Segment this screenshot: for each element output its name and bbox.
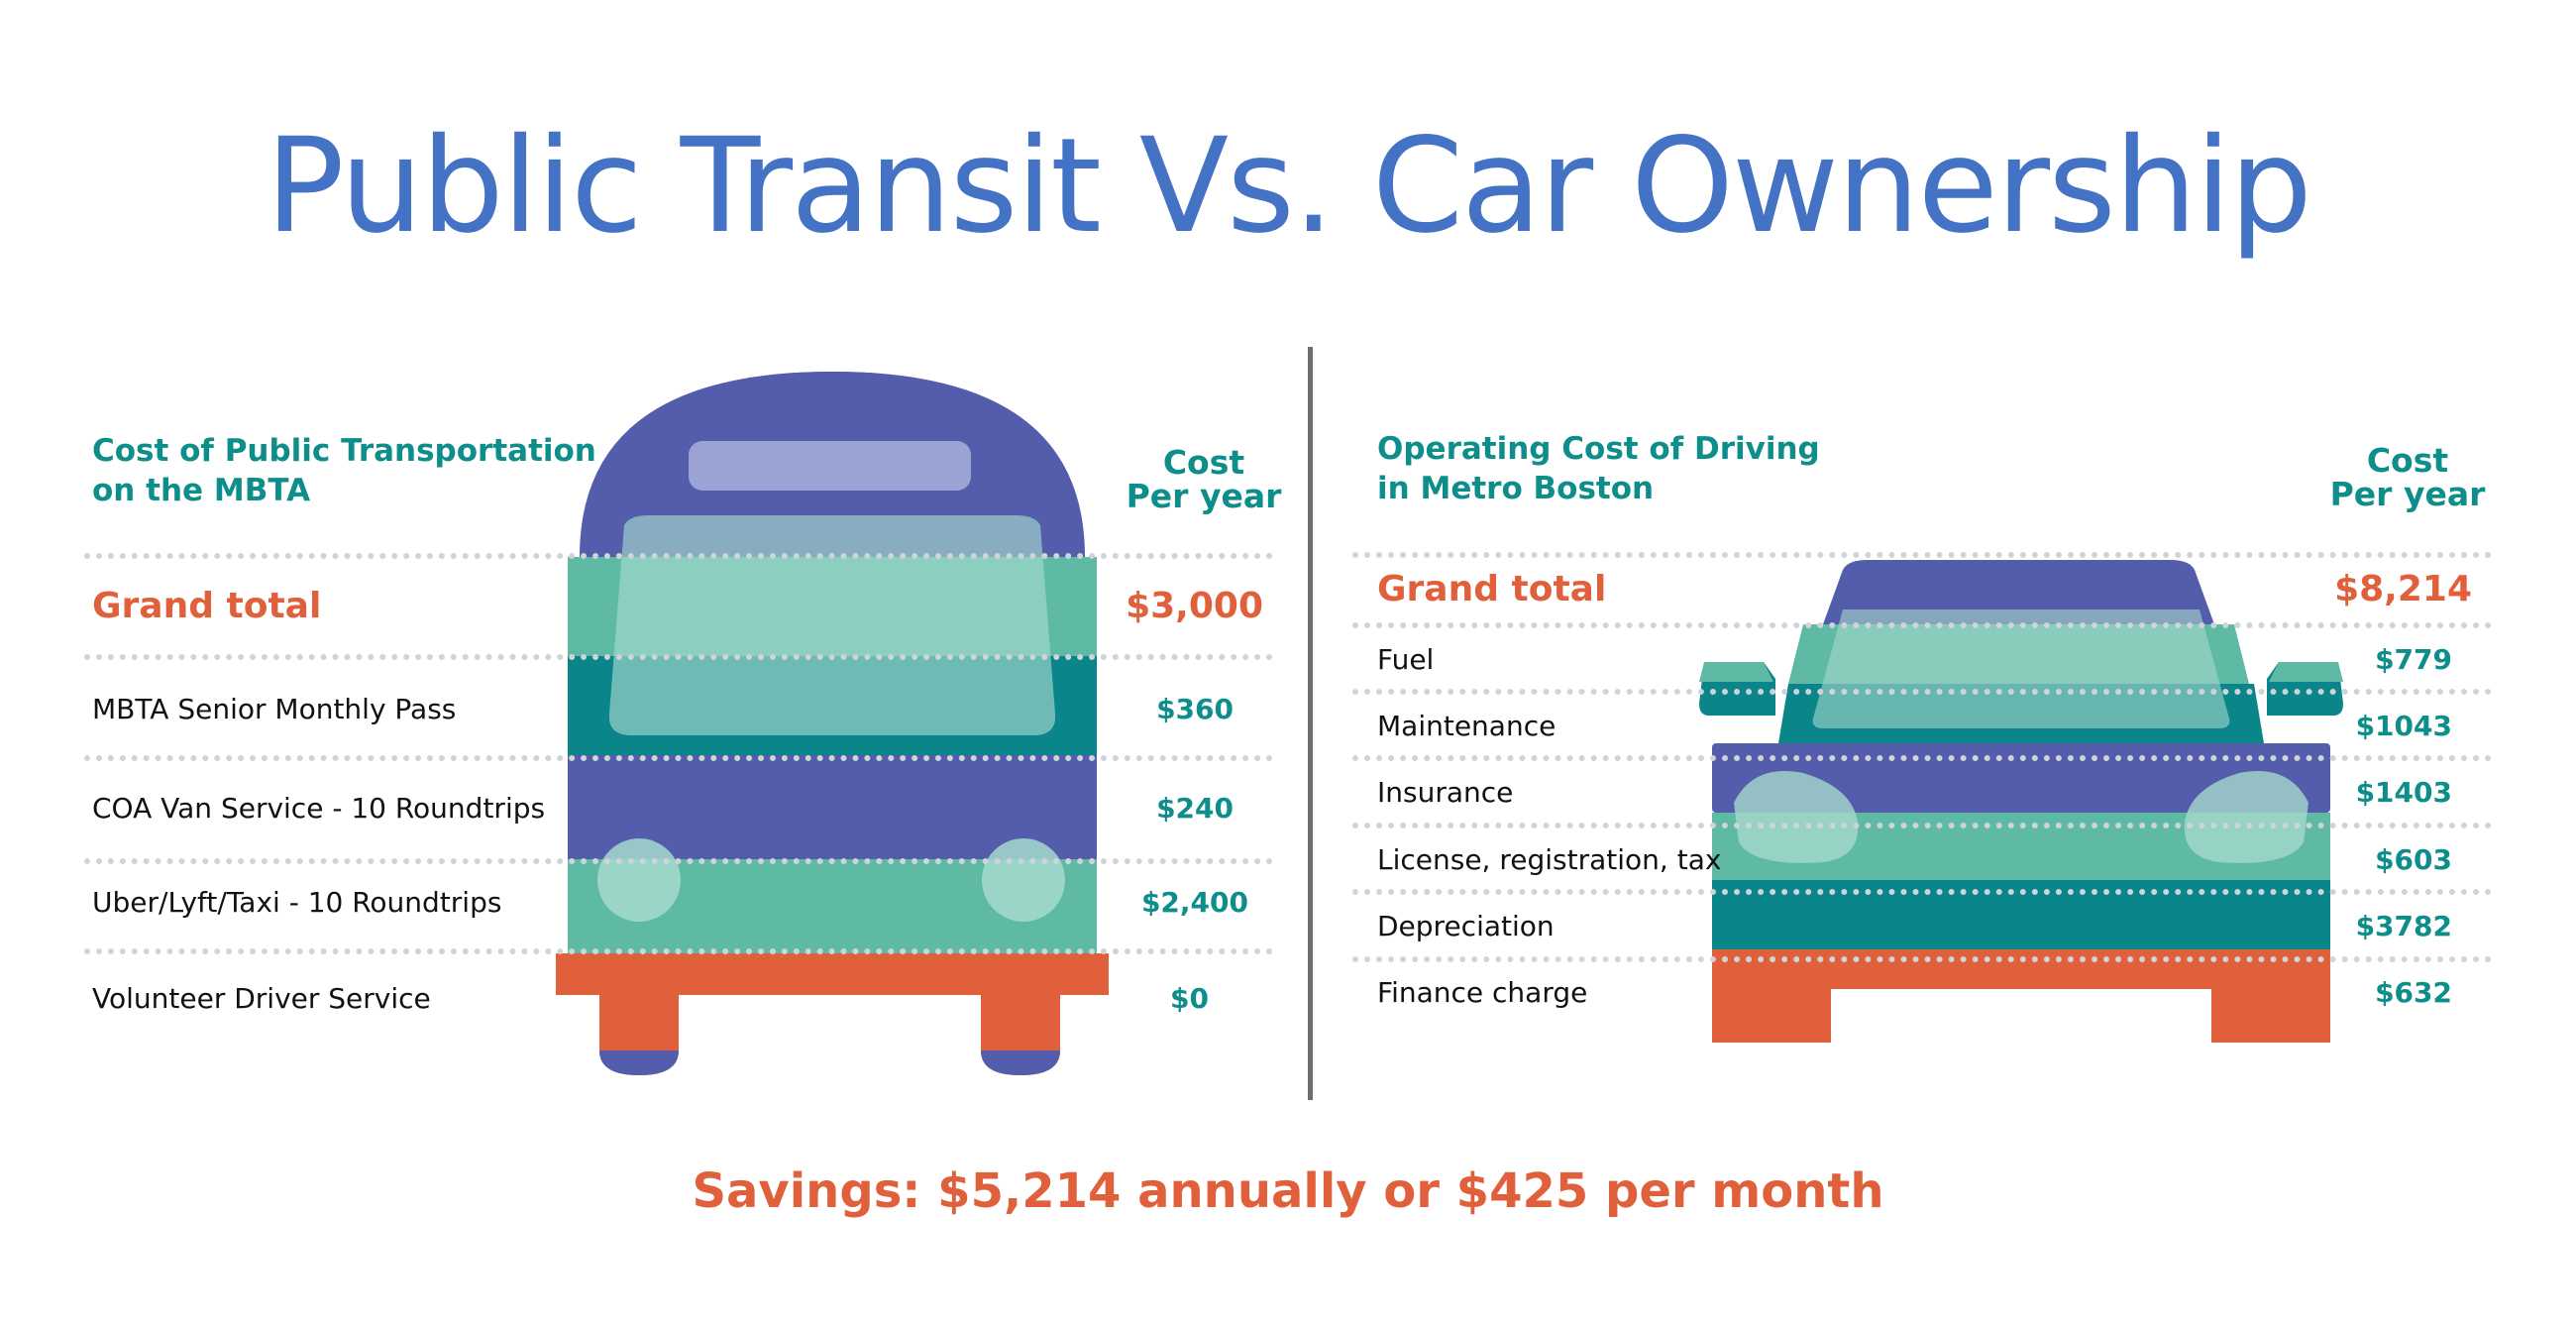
divider-dots	[84, 755, 1273, 761]
driving-row-value: $603	[2375, 843, 2452, 876]
driving-row-label: Finance charge	[1377, 976, 1588, 1009]
driving-col-head-line2: Per year	[2329, 475, 2486, 513]
divider-dots	[1352, 823, 2492, 829]
divider-dots	[1352, 889, 2492, 895]
transit-row-value: $240	[1156, 792, 1234, 825]
driving-row-label: Depreciation	[1377, 910, 1555, 942]
driving-row-label: Insurance	[1377, 776, 1514, 809]
divider-dots	[84, 948, 1273, 954]
transit-row-label: COA Van Service - 10 Roundtrips	[92, 792, 546, 825]
transit-heading-line1: Cost of Public Transportation	[92, 433, 596, 469]
center-divider	[1308, 347, 1313, 1100]
transit-row-label: Volunteer Driver Service	[92, 982, 431, 1015]
driving-column-header: Cost Per year	[2313, 444, 2502, 511]
transit-heading: Cost of Public Transportation on the MBT…	[92, 431, 596, 510]
driving-heading-line2: in Metro Boston	[1377, 471, 1655, 506]
divider-dots	[1352, 689, 2492, 695]
divider-dots	[1352, 755, 2492, 761]
transit-row-label: MBTA Senior Monthly Pass	[92, 693, 457, 725]
divider-dots	[84, 553, 1273, 559]
divider-dots	[84, 654, 1273, 660]
transit-row-value: $2,400	[1140, 886, 1248, 919]
divider-dots	[1352, 622, 2492, 628]
driving-col-head-line1: Cost	[2366, 441, 2449, 480]
transit-col-head-line2: Per year	[1126, 477, 1282, 515]
driving-row-value: $1043	[2355, 710, 2452, 742]
page-title: Public Transit Vs. Car Ownership	[266, 110, 2312, 263]
divider-dots	[1352, 552, 2492, 558]
transit-row-value: $0	[1170, 982, 1209, 1015]
transit-col-head-line1: Cost	[1162, 443, 1245, 482]
driving-row-label: Maintenance	[1377, 710, 1556, 742]
driving-heading-line1: Operating Cost of Driving	[1377, 431, 1820, 467]
driving-row-value: $3782	[2355, 910, 2452, 942]
savings-annotation: Savings: $5,214 annually or $425 per mon…	[692, 1163, 1884, 1219]
driving-row-label: License, registration, tax	[1377, 843, 1722, 876]
driving-row-value: $779	[2375, 643, 2452, 676]
divider-dots	[84, 858, 1273, 864]
driving-row-value: $1403	[2355, 776, 2452, 809]
transit-row-label: Uber/Lyft/Taxi - 10 Roundtrips	[92, 886, 502, 919]
driving-row-label: Fuel	[1377, 643, 1435, 676]
bus-illustration	[556, 372, 1109, 1075]
driving-heading: Operating Cost of Driving in Metro Bosto…	[1377, 429, 1820, 508]
transit-heading-line2: on the MBTA	[92, 473, 311, 508]
divider-dots	[1352, 956, 2492, 962]
car-illustration	[1699, 560, 2343, 1043]
driving-grand-total-label: Grand total	[1377, 569, 1607, 609]
driving-grand-total-value: $8,214	[2334, 569, 2472, 609]
transit-row-value: $360	[1156, 693, 1234, 725]
driving-row-value: $632	[2375, 976, 2452, 1009]
transit-grand-total-label: Grand total	[92, 586, 322, 626]
transit-column-header: Cost Per year	[1110, 446, 1298, 513]
transit-grand-total-value: $3,000	[1126, 586, 1263, 626]
